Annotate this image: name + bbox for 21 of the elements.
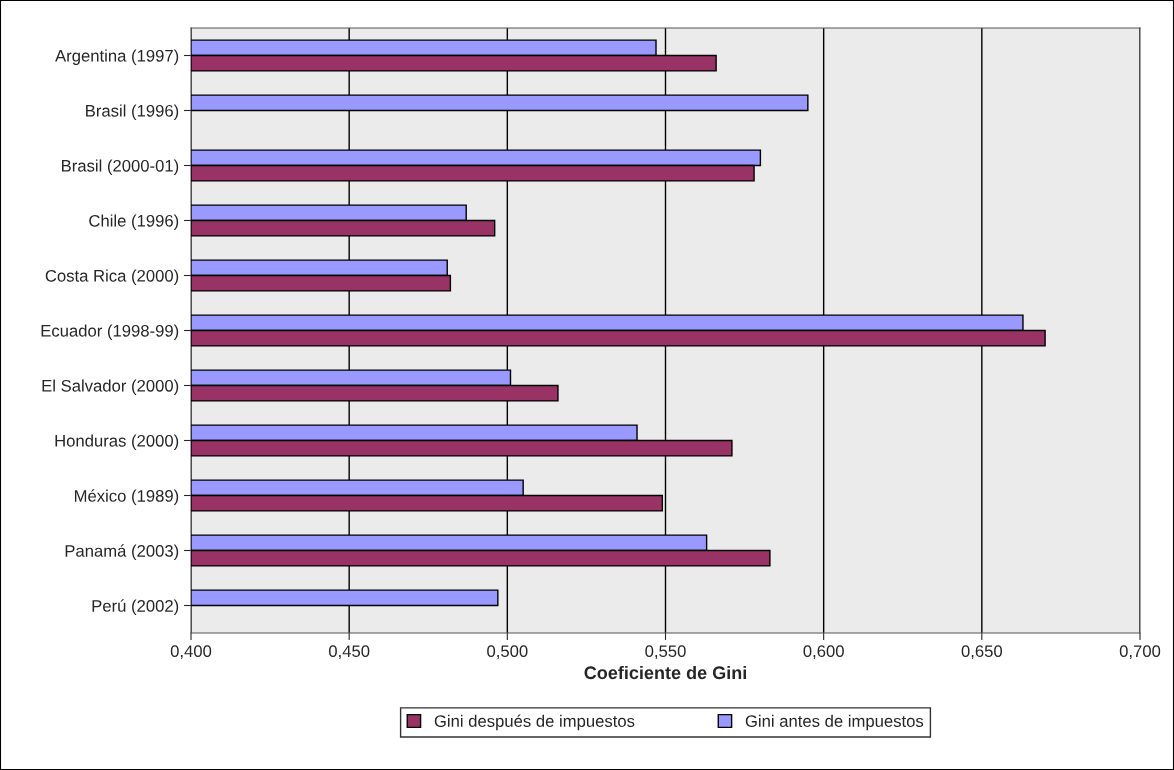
y-tick-label: Brasil (2000-01) <box>62 159 179 175</box>
x-tick-label: 0,700 <box>1119 645 1161 660</box>
y-tick-label: Panamá (2003) <box>65 544 179 561</box>
y-tick-label: Honduras (2000) <box>55 434 179 450</box>
legend-label: Gini antes de impuestos <box>745 714 924 731</box>
x-axis-title: Coeficiente de Gini <box>584 665 746 680</box>
x-tick-label: 0,400 <box>170 645 212 660</box>
y-tick-label: Ecuador (1998-99) <box>41 324 179 340</box>
x-tick-label: 0,650 <box>961 645 1003 660</box>
x-tick-label: 0,550 <box>645 645 686 660</box>
x-tick-label: 0,600 <box>803 645 844 660</box>
y-tick-label: Perú (2002) <box>92 599 179 616</box>
x-tick-label: 0,450 <box>328 645 370 660</box>
y-tick-label: Chile (1996) <box>89 214 179 230</box>
y-tick-label: Argentina (1997) <box>55 49 179 65</box>
y-tick-label: México (1989) <box>74 489 179 506</box>
y-tick-label: Costa Rica (2000) <box>45 269 179 285</box>
legend-label: Gini después de impuestos <box>434 714 635 731</box>
y-tick-label: El Salvador (2000) <box>42 379 179 395</box>
y-tick-label: Brasil (1996) <box>86 104 179 120</box>
x-tick-label: 0,500 <box>487 645 528 660</box>
